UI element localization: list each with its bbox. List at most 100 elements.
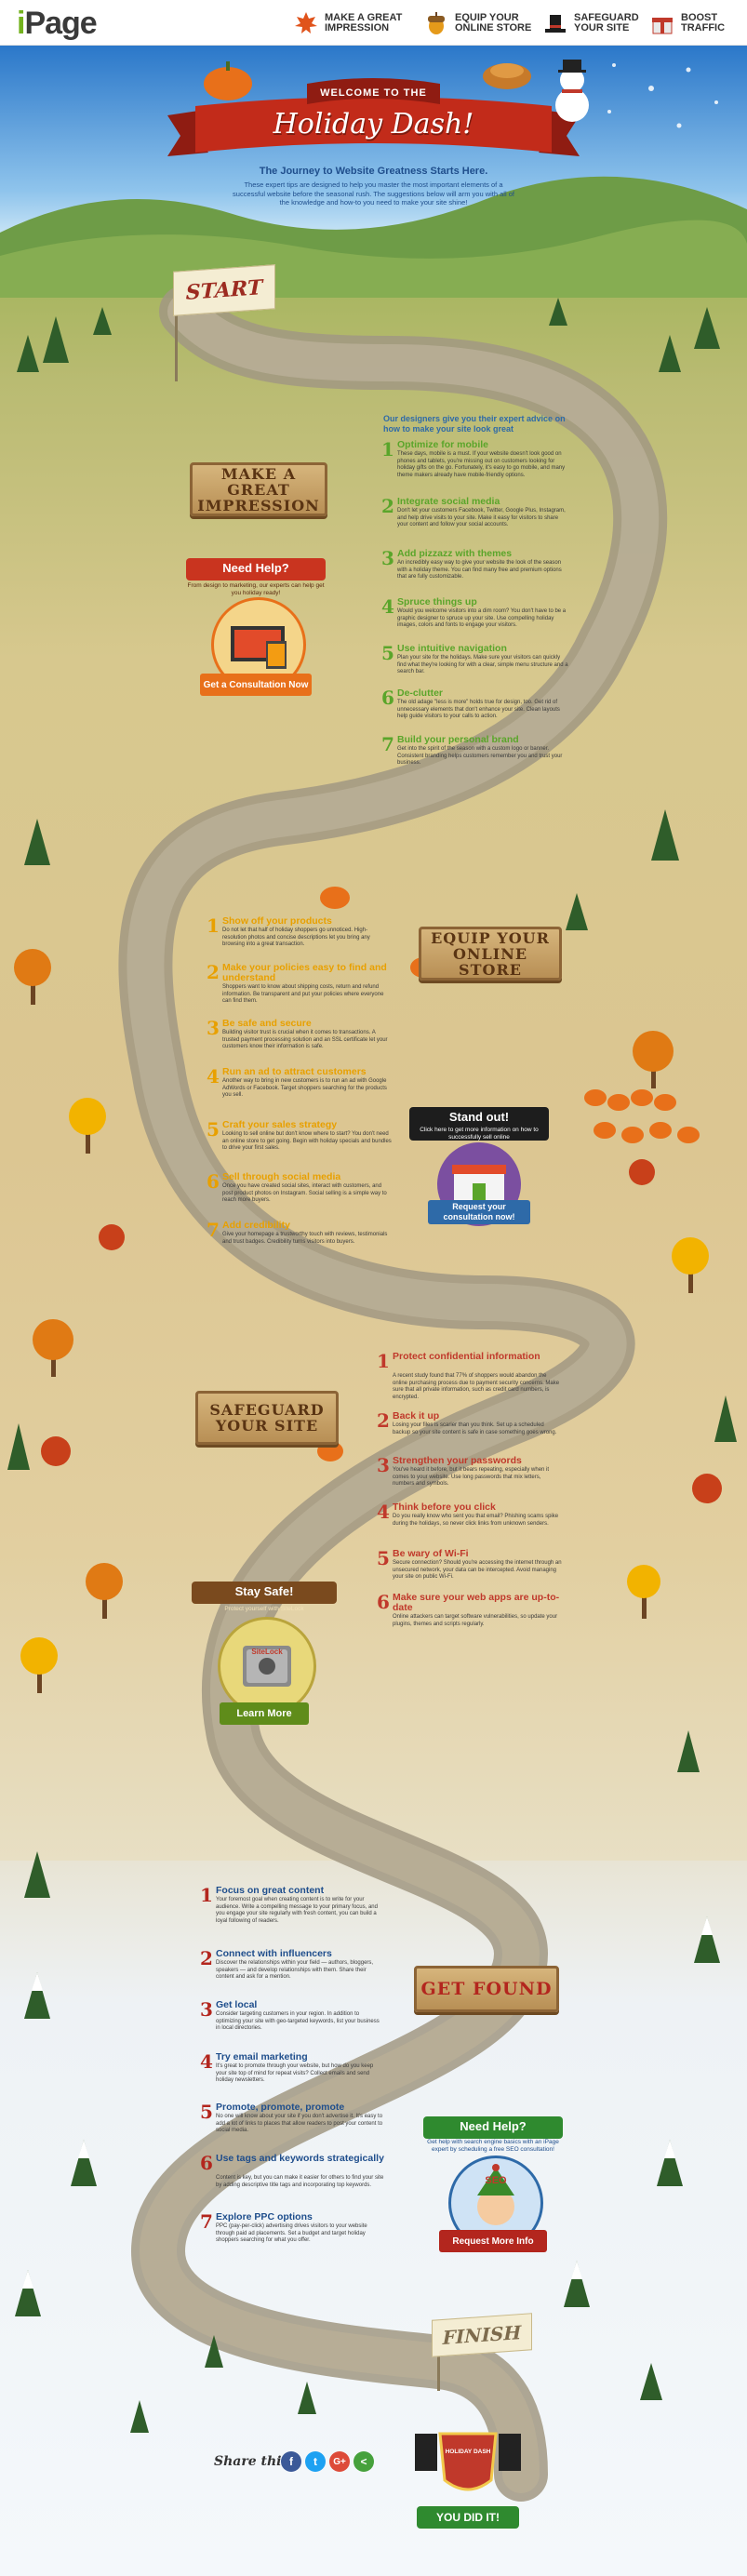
gift-box-icon bbox=[652, 18, 673, 34]
tip-number: 2 bbox=[381, 495, 394, 517]
hero-ribbon-banner bbox=[167, 78, 580, 156]
tip-description: Losing your files is scarier than you th… bbox=[393, 1422, 557, 1435]
facebook-glyph: f bbox=[289, 2455, 293, 2468]
cta-stay-safe[interactable]: Stay Safe! Protect yourself with SiteLoc… bbox=[192, 1582, 337, 1730]
tip-title: Optimize for mobile bbox=[397, 439, 489, 450]
google-plus-glyph: G+ bbox=[333, 2456, 346, 2467]
tip-description: Consider targeting customers in your reg… bbox=[216, 2011, 380, 2031]
tip-number: 2 bbox=[207, 961, 220, 983]
logo-letter: i bbox=[17, 6, 26, 41]
tip-number: 1 bbox=[381, 438, 394, 460]
tip-number: 6 bbox=[200, 2152, 213, 2174]
learn-more-button[interactable]: Learn More bbox=[220, 1702, 309, 1725]
logo-text: Page bbox=[24, 6, 97, 41]
nav-label: Safeguard Your Site bbox=[574, 12, 639, 33]
tip-description: Would you welcome visitors into a dim ro… bbox=[397, 608, 567, 628]
cta-need-help-seo[interactable]: Need Help? Get help with search engine b… bbox=[423, 2116, 563, 2256]
snowman-decoration bbox=[555, 60, 589, 122]
tip-description: Discover the relationships within your f… bbox=[216, 1960, 374, 1980]
nav-boost-traffic[interactable]: Boost Traffic bbox=[649, 10, 725, 36]
tip-title: Add credibility bbox=[222, 1220, 290, 1231]
plaque-safeguard-your-site: Safeguard Your Site bbox=[195, 1391, 339, 1445]
tip-number: 7 bbox=[200, 2210, 213, 2233]
hero-welcome: WELCOME TO THE bbox=[320, 87, 427, 99]
tip-number: 7 bbox=[381, 733, 394, 755]
tip-description: It's great to promote through your websi… bbox=[216, 2063, 374, 2083]
twitter-icon[interactable]: t bbox=[305, 2451, 326, 2472]
tip-description: Don't let your customers Facebook, Twitt… bbox=[397, 508, 566, 527]
tip-description: Your foremost goal when creating content… bbox=[216, 1897, 378, 1924]
plaque-text: Make a Great Impression bbox=[197, 464, 320, 514]
hero-subtitle: The Journey to Website Greatness Starts … bbox=[259, 166, 488, 177]
tip-description: The old adage "less is more" holds true … bbox=[397, 700, 560, 719]
cta-need-help-design[interactable]: Need Help? From design to marketing, our… bbox=[186, 558, 326, 702]
get-consultation-button[interactable]: Get a Consultation Now bbox=[200, 674, 312, 696]
pumpkins bbox=[317, 887, 700, 1462]
google-plus-icon[interactable]: G+ bbox=[329, 2451, 350, 2472]
cta-subtext: From design to marketing, our experts ca… bbox=[187, 582, 325, 596]
tip-description: A recent study found that 77% of shopper… bbox=[393, 1373, 560, 1400]
ipage-logo[interactable]: iPage bbox=[17, 6, 98, 42]
tip-description: Online attackers can target software vul… bbox=[393, 1614, 558, 1627]
tip-number: 6 bbox=[377, 1591, 390, 1613]
tip-number: 4 bbox=[200, 2050, 213, 2073]
tip-description: Another way to bring in new customers is… bbox=[222, 1078, 387, 1098]
tip-number: 2 bbox=[377, 1409, 390, 1432]
lock-safe-icon bbox=[243, 1646, 291, 1687]
cta-stand-out[interactable]: Stand out! Click here to get more inform… bbox=[409, 1107, 549, 1226]
nav-equip-your-online-store[interactable]: Equip Your Online Store bbox=[423, 10, 531, 36]
tip-title: De-clutter bbox=[397, 687, 444, 699]
cta-subtext: Get help with search engine basics with … bbox=[427, 2139, 559, 2153]
request-consultation-button[interactable]: Request your consultation now! bbox=[428, 1200, 530, 1224]
tip-number: 5 bbox=[377, 1547, 390, 1569]
autumn-trees bbox=[14, 949, 722, 1693]
cta-heading: Stay Safe! bbox=[192, 1582, 337, 1604]
tip-number: 5 bbox=[381, 642, 394, 664]
tip-title: Use intuitive navigation bbox=[397, 643, 507, 654]
nav-label: Equip Your Online Store bbox=[455, 12, 532, 33]
tip-number: 3 bbox=[381, 547, 394, 569]
share-glyph: < bbox=[360, 2455, 367, 2468]
tip-title: Protect confidential information bbox=[393, 1351, 540, 1362]
storefront-icon bbox=[452, 1165, 506, 1204]
elf-icon bbox=[477, 2164, 514, 2225]
tip-number: 1 bbox=[200, 1884, 213, 1906]
snowy-trees bbox=[15, 1916, 720, 2433]
tip-title: Connect with influencers bbox=[216, 1948, 332, 1959]
plaque-text: Get Found bbox=[420, 1978, 553, 1999]
tip-description: No one will know about your site if you … bbox=[216, 2114, 383, 2133]
evergreen-trees bbox=[7, 298, 737, 1898]
acorn-icon bbox=[428, 12, 445, 34]
top-hat-icon bbox=[545, 15, 566, 33]
trail-path-center bbox=[127, 293, 660, 2493]
tip-description: Once you have created social sites, inte… bbox=[222, 1183, 387, 1203]
tip-description: Content is key, but you can make it easi… bbox=[216, 2175, 384, 2188]
nav-safeguard-your-site[interactable]: Safeguard Your Site bbox=[542, 10, 639, 36]
plaque-equip-your-online-store: Equip Your Online Store bbox=[419, 927, 562, 981]
cta-heading: Stand out! bbox=[409, 1107, 549, 1141]
turkey-decoration bbox=[483, 63, 531, 89]
tip-number: 4 bbox=[377, 1501, 390, 1523]
facebook-icon[interactable]: f bbox=[281, 2451, 301, 2472]
tip-title: Add pizzazz with themes bbox=[397, 548, 513, 559]
share-icon[interactable]: < bbox=[353, 2451, 374, 2472]
tip-number: 4 bbox=[381, 595, 394, 618]
tip-title: Show off your products bbox=[222, 915, 332, 927]
tip-number: 6 bbox=[381, 687, 394, 709]
request-more-info-button[interactable]: Request More Info bbox=[439, 2230, 547, 2252]
you-did-it-badge: YOU DID IT! bbox=[436, 2511, 500, 2524]
section-1-heading: Our designers give you their expert advi… bbox=[383, 414, 566, 434]
nav-make-a-great-impression[interactable]: Make a Great Impression bbox=[293, 10, 402, 36]
tip-number: 7 bbox=[207, 1219, 220, 1241]
hero-title: Holiday Dash! bbox=[273, 108, 474, 140]
plaque-make-a-great-impression: Make a Great Impression bbox=[190, 462, 327, 516]
plaque-text: Safeguard Your Site bbox=[209, 1401, 325, 1435]
tip-title: Build your personal brand bbox=[397, 734, 519, 745]
start-sign: START bbox=[173, 264, 275, 316]
tip-number: 2 bbox=[200, 1947, 213, 1969]
cta-subtext: Click here to get more information on ho… bbox=[420, 1127, 539, 1141]
tip-title: Use tags and keywords strategically bbox=[216, 2153, 384, 2164]
plaque-text: Equip Your Online Store bbox=[431, 928, 550, 979]
